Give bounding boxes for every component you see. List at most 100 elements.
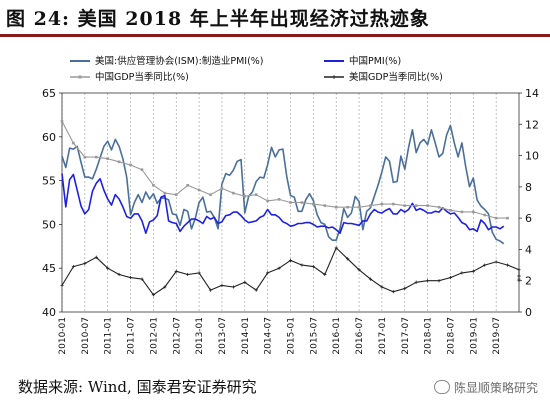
us-gdp-point bbox=[460, 271, 464, 275]
china-gdp-point bbox=[186, 183, 189, 187]
right-axis: 0 2 4 6 8 10 12 14 bbox=[519, 87, 539, 319]
left-tick-label: 45 bbox=[42, 262, 56, 275]
us-gdp-point bbox=[346, 257, 350, 261]
watermark: 陈显顺策略研究 bbox=[433, 379, 538, 396]
chart-grid bbox=[61, 93, 497, 312]
china-gdp-point bbox=[243, 194, 247, 198]
china-gdp-point bbox=[106, 157, 109, 160]
china-gdp-point bbox=[483, 213, 487, 217]
china-gdp-point bbox=[72, 141, 75, 145]
legend-label: 美国GDP当季同比(%) bbox=[349, 71, 443, 83]
us-gdp-point bbox=[117, 272, 121, 277]
china-gdp-point bbox=[323, 204, 327, 207]
right-tick-label: 4 bbox=[525, 243, 532, 256]
us-gdp-point bbox=[231, 285, 235, 289]
china-pmi-line bbox=[61, 173, 505, 234]
us-gdp-point bbox=[517, 268, 521, 272]
china-gdp-point bbox=[460, 210, 464, 214]
china-gdp-point bbox=[334, 205, 338, 209]
china-gdp-point bbox=[232, 191, 235, 195]
source-note: 数据来源: Wind, 国泰君安证券研究 bbox=[18, 378, 257, 396]
x-tick-label: 2014-01 bbox=[241, 317, 251, 355]
china-gdp-point bbox=[174, 193, 178, 196]
china-gdp-point bbox=[220, 187, 224, 190]
china-gdp-point bbox=[426, 204, 429, 207]
us-gdp-point bbox=[403, 286, 407, 291]
us-gdp-point bbox=[128, 275, 133, 280]
right-tick-label: 8 bbox=[525, 181, 532, 194]
us-gdp-point bbox=[220, 283, 224, 288]
us-gdp-point bbox=[483, 263, 487, 267]
x-tick-label: 2017-01 bbox=[378, 317, 388, 355]
us-gdp-point bbox=[71, 265, 76, 269]
us-gdp-point bbox=[323, 272, 327, 277]
china-gdp-point bbox=[369, 204, 372, 207]
us-gdp-point bbox=[174, 269, 178, 273]
us-gdp-point bbox=[83, 261, 87, 266]
china-gdp-point bbox=[94, 155, 98, 159]
right-tick-label: 10 bbox=[525, 150, 539, 163]
china-gdp-point bbox=[254, 193, 258, 196]
legend-label: 美国:供应管理协会(ISM):制造业PMI(%) bbox=[95, 55, 264, 67]
right-tick-label: 0 bbox=[525, 306, 532, 319]
us-gdp-point bbox=[106, 266, 110, 270]
us-gdp-point bbox=[311, 265, 315, 269]
x-tick-label: 2013-07 bbox=[218, 317, 228, 355]
x-tick-label: 2019-07 bbox=[492, 317, 502, 355]
china-gdp-point bbox=[209, 193, 212, 196]
x-tick-label: 2011-01 bbox=[104, 317, 114, 355]
us-gdp-point bbox=[151, 293, 155, 297]
us-gdp-point bbox=[277, 266, 281, 270]
title-divider bbox=[0, 34, 550, 37]
us-gdp-point bbox=[426, 279, 430, 283]
china-gdp-point bbox=[197, 188, 201, 192]
x-tick-label: 2012-01 bbox=[149, 317, 159, 355]
us-gdp-point bbox=[208, 288, 213, 292]
us-gdp-point bbox=[186, 272, 190, 277]
watermark-text: 陈显顺策略研究 bbox=[453, 381, 538, 395]
us-gdp-point bbox=[288, 258, 293, 262]
china-gdp-point bbox=[152, 183, 155, 187]
x-tick-label: 2010-01 bbox=[58, 317, 68, 355]
china-gdp-point bbox=[380, 202, 384, 206]
us-gdp-point bbox=[505, 263, 510, 267]
china-gdp-point bbox=[346, 205, 349, 209]
china-gdp-point bbox=[140, 168, 144, 171]
china-gdp-point bbox=[449, 209, 452, 212]
us-gdp-point bbox=[380, 285, 384, 289]
left-tick-label: 50 bbox=[42, 218, 56, 231]
figure-title: 图 24: 美国 2018 年上半年出现经济过热迹象 bbox=[6, 8, 430, 30]
legend: 美国:供应管理协会(ISM):制造业PMI(%) 中国PMI(%) 中国GDP当季同… bbox=[70, 55, 443, 83]
china-gdp-point bbox=[83, 155, 87, 159]
us-gdp-point bbox=[437, 279, 441, 283]
right-tick-label: 2 bbox=[525, 275, 532, 288]
us-gdp-point bbox=[448, 275, 453, 280]
us-gdp-point bbox=[300, 263, 304, 267]
china-gdp-point bbox=[437, 205, 441, 209]
us-gdp-point bbox=[494, 260, 498, 264]
us-gdp-point bbox=[140, 277, 144, 281]
x-tick-label: 2013-01 bbox=[195, 317, 205, 355]
x-axis: 2010-01 2010-07 2011-01 2011-07 2012-01 2012-… bbox=[58, 317, 502, 355]
us-gdp-point bbox=[60, 283, 64, 288]
legend-marker bbox=[78, 75, 82, 79]
us-gdp-point bbox=[197, 271, 201, 275]
x-tick-label: 2015-01 bbox=[287, 317, 297, 355]
us-gdp-point bbox=[517, 274, 521, 278]
china-gdp-point bbox=[506, 216, 509, 220]
wechat-icon bbox=[433, 380, 450, 394]
x-tick-label: 2015-07 bbox=[309, 317, 319, 355]
ism-line bbox=[61, 124, 505, 245]
china-gdp-point bbox=[357, 205, 361, 209]
china-gdp-point bbox=[129, 163, 132, 167]
us-gdp-point bbox=[368, 277, 373, 281]
us-gdp-point bbox=[163, 285, 167, 289]
x-tick-label: 2014-07 bbox=[264, 317, 274, 355]
x-tick-label: 2017-07 bbox=[401, 317, 411, 355]
china-gdp-point bbox=[403, 204, 407, 207]
china-gdp-point bbox=[163, 191, 167, 195]
china-gdp-point bbox=[266, 199, 269, 203]
us-gdp-point bbox=[94, 255, 98, 259]
us-gdp-point bbox=[391, 290, 395, 294]
